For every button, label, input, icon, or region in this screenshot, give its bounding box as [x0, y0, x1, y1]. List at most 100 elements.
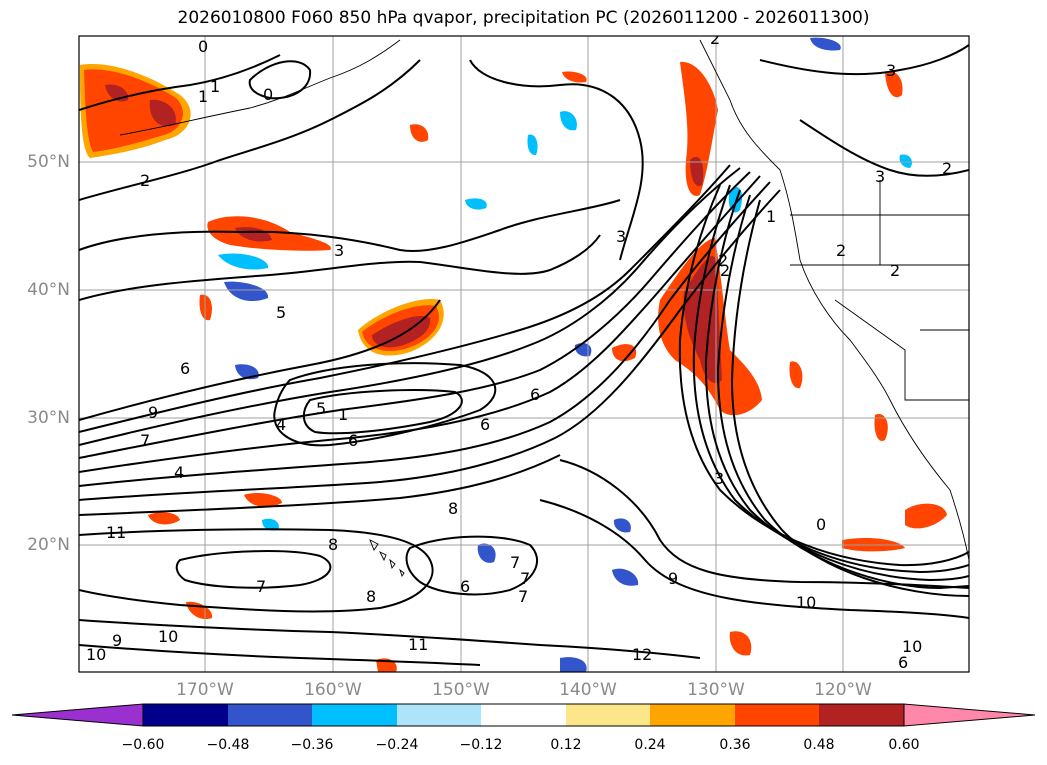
contour-label: 9 — [112, 631, 122, 650]
precip-neg-blob — [218, 253, 269, 270]
colorbar-segment — [819, 704, 904, 726]
vapor-contours — [79, 44, 969, 666]
precip-blob — [207, 216, 331, 251]
contour-line — [716, 194, 969, 590]
precip-blob — [612, 344, 637, 362]
contour-label: 4 — [276, 415, 286, 434]
contour-label: 7 — [510, 553, 520, 572]
colorbar-tick: 0.60 — [888, 737, 920, 753]
precip-blob — [244, 492, 282, 507]
plot-area: 0 0 1 2 2 3 3 3 1 2 2 3 2 2 5 6 9 7 4 5 … — [79, 29, 969, 672]
graticule — [79, 36, 969, 672]
map-title: 2026010800 F060 850 hPa qvapor, precipit… — [177, 8, 870, 28]
colorbar-tick: 0.36 — [719, 737, 751, 753]
colorbar-tick: 0.24 — [634, 737, 666, 753]
contour-line — [730, 199, 969, 597]
contour-line — [79, 644, 481, 666]
contour-label: 2 — [942, 159, 952, 178]
contour-label: 3 — [886, 61, 896, 80]
precip-blob — [905, 503, 947, 529]
precip-blob — [372, 315, 431, 348]
contour-label: 3 — [714, 469, 724, 488]
contour-line — [79, 189, 781, 501]
contour-line — [79, 54, 281, 111]
colorbar-segment — [566, 704, 650, 726]
contour-label: 2 — [710, 29, 720, 48]
colorbar-segment — [481, 704, 566, 726]
lat-label-30n: 30°N — [27, 408, 70, 428]
lon-label-150w: 150°W — [432, 680, 490, 700]
colorbar-segment — [228, 704, 312, 726]
contour-label: 7 — [140, 431, 150, 450]
colorbar-segment — [735, 704, 819, 726]
contour-label: 6 — [180, 359, 190, 378]
colorbar-extend-high — [903, 703, 1036, 727]
contour-line — [79, 171, 751, 459]
hawaii-islands — [369, 539, 405, 578]
precip-neg-blob — [465, 198, 487, 210]
contour-label: 3 — [616, 227, 626, 246]
contour-line — [469, 59, 644, 261]
contour-line — [79, 199, 621, 252]
precip-neg-blob — [235, 364, 259, 380]
contour-label: 5 — [316, 399, 326, 418]
precip-blob — [789, 361, 803, 389]
contour-line — [559, 459, 969, 589]
contour-line — [79, 234, 601, 301]
contour-label: 9 — [668, 569, 678, 588]
contour-line — [759, 44, 969, 76]
precip-blob — [235, 227, 272, 242]
lat-label-20n: 20°N — [27, 535, 70, 555]
contour-label: 8 — [328, 535, 338, 554]
lat-label-50n: 50°N — [27, 152, 70, 172]
contour-label: 2 — [890, 261, 900, 280]
colorbar-segment — [650, 704, 735, 726]
contour-label: 1 — [198, 87, 208, 106]
contour-label: 6 — [348, 431, 358, 450]
precip-blob — [148, 512, 180, 525]
colorbar-tick: 0.12 — [550, 737, 582, 753]
colorbar-segment — [397, 704, 481, 726]
contour-label: 6 — [898, 653, 908, 672]
precip-blob — [729, 631, 752, 656]
contour-label: 8 — [366, 587, 376, 606]
precip-neg-blob — [477, 543, 496, 563]
precip-neg-blob — [262, 518, 279, 531]
contour-label: 6 — [530, 385, 540, 404]
contour-line — [79, 454, 561, 516]
colorbar-extend-low — [11, 703, 144, 727]
contour-label: 6 — [460, 577, 470, 596]
contour-label: 10 — [902, 637, 922, 656]
contour-label: 3 — [334, 241, 344, 260]
colorbar-tick: −0.60 — [121, 737, 165, 753]
contour-label: 2 — [718, 251, 728, 270]
contour-line — [79, 59, 421, 201]
contour-labels: 0 0 1 2 2 3 3 3 1 2 2 3 2 2 5 6 9 7 4 5 … — [86, 29, 952, 672]
contour-label: 7 — [256, 577, 266, 596]
contour-label: 4 — [174, 463, 184, 482]
contour-label: 9 — [148, 403, 158, 422]
lon-label-170w: 170°W — [176, 680, 234, 700]
colorbar-tick: −0.48 — [206, 737, 250, 753]
precip-neg-blob — [613, 518, 631, 533]
contour-label: 2 — [720, 261, 730, 280]
precip-neg-blob — [612, 568, 639, 586]
contour-label: 1 — [210, 77, 220, 96]
contour-label: 12 — [632, 645, 652, 664]
contour-label: 2 — [836, 241, 846, 260]
precip-negative — [218, 37, 912, 672]
precip-neg-blob — [560, 111, 577, 131]
colorbar-segment — [312, 704, 397, 726]
contour-line — [175, 550, 332, 589]
plot-frame — [78, 35, 970, 673]
contour-line — [248, 60, 312, 100]
contour-label: 8 — [448, 499, 458, 518]
contour-label: 0 — [263, 85, 273, 104]
precip-blob — [690, 156, 704, 187]
lat-label-40n: 40°N — [27, 280, 70, 300]
contour-line — [79, 619, 701, 659]
contour-line — [692, 184, 969, 574]
contour-line — [678, 184, 969, 567]
precip-neg-blob — [560, 657, 587, 672]
